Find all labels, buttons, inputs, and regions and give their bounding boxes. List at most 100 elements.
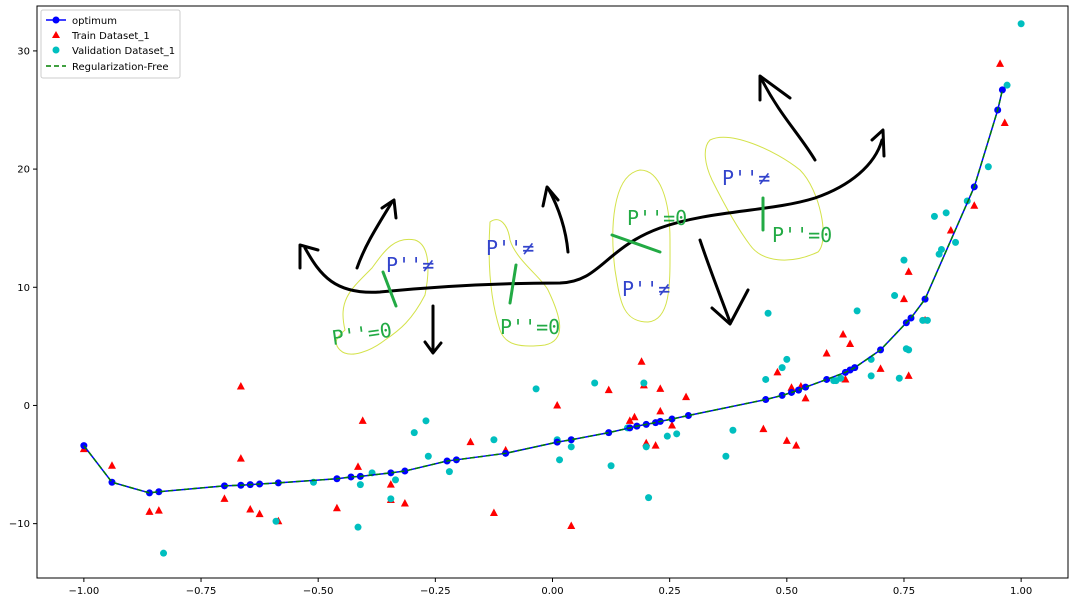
train-point (604, 385, 613, 394)
validation-point (778, 364, 786, 372)
x-tick-label: 0.00 (541, 586, 563, 597)
annotation-arrowhead-up-1 (380, 198, 398, 220)
annotation-arrowhead-down-1 (423, 340, 443, 355)
train-point (996, 59, 1005, 67)
annotation-green-stroke-3 (610, 233, 662, 254)
validation-point (532, 385, 540, 393)
train-point (220, 494, 229, 502)
train-point (787, 383, 796, 391)
train-point (656, 406, 665, 415)
train-point (822, 348, 831, 357)
validation-point (272, 517, 280, 525)
optimum-point (762, 396, 770, 404)
annotation-outline-3 (612, 169, 671, 323)
annotation-text-p-neq-1: P''≠ (386, 253, 434, 277)
legend-swatch-optimum-marker (52, 16, 60, 24)
train-point (354, 462, 363, 470)
train-point (466, 437, 475, 446)
validation-point (891, 292, 899, 300)
validation-point (645, 494, 653, 502)
annotation-outline-2 (488, 219, 561, 347)
validation-point (930, 212, 938, 220)
train-point (668, 421, 677, 429)
annotation-text-p-neq-3: P''≠ (622, 277, 670, 301)
annotation-green-stroke-2 (508, 263, 518, 305)
annotation-arrow-left (298, 243, 320, 270)
train-point (567, 521, 576, 529)
train-point (801, 393, 810, 402)
y-tick-label: −10 (9, 519, 30, 530)
annotation-green-stroke-1 (381, 270, 398, 308)
x-tick-label: −0.50 (303, 586, 334, 597)
optimum-point (387, 469, 395, 477)
legend-label-optimum: optimum (72, 16, 117, 27)
annotation-text-p-zero-2: P''=0 (500, 315, 560, 339)
validation-point (356, 481, 364, 489)
annotation-arrowhead-up-2 (541, 185, 560, 208)
validation-point (410, 429, 418, 437)
optimum-point (401, 467, 409, 475)
legend-label-train: Train Dataset_1 (71, 31, 150, 42)
validation-point (722, 452, 730, 460)
validation-point (764, 309, 772, 317)
validation-point (729, 426, 737, 434)
regularization-free-line (83, 89, 1004, 494)
train-point (792, 441, 801, 449)
y-tick-label: 30 (17, 46, 30, 57)
train-point (255, 509, 264, 518)
train-point (386, 480, 395, 488)
legend-swatch-validation (52, 46, 60, 54)
legend-label-regularization-free: Regularization-Free (72, 62, 169, 73)
x-tick-label: −0.25 (420, 586, 451, 597)
train-point (970, 201, 979, 209)
validation-point (1017, 20, 1025, 28)
train-point (904, 267, 913, 275)
validation-point (905, 346, 913, 354)
train-point (841, 374, 850, 383)
legend: optimum Train Dataset_1 Validation Datas… (40, 9, 181, 79)
optimum-point (802, 383, 810, 391)
x-axis: −1.00 −0.75 −0.50 −0.25 0.00 0.25 0.50 0.75 1.00 (69, 578, 1032, 597)
validation-point (642, 443, 650, 451)
legend-swatch-train (52, 31, 60, 38)
optimum-point (668, 415, 676, 423)
validation-point (490, 436, 498, 444)
validation-point (673, 430, 681, 438)
x-tick-label: 0.25 (659, 586, 681, 597)
optimum-point (778, 391, 786, 399)
train-point (904, 371, 913, 379)
validation-point (853, 307, 861, 315)
train-point (651, 441, 660, 449)
validation-point (422, 417, 430, 425)
train-point (876, 364, 885, 372)
train-point (946, 226, 955, 234)
annotation-text-p-neq-4: P''≠ (722, 166, 770, 190)
validation-point (556, 456, 564, 464)
train-point (145, 507, 154, 515)
optimum-point (567, 436, 575, 444)
plot-area (36, 5, 1069, 579)
legend-box (40, 9, 181, 79)
validation-point (354, 523, 362, 531)
optimum-point (347, 473, 355, 481)
train-point (773, 367, 782, 376)
validation-point (900, 256, 908, 264)
y-tick-label: 10 (17, 283, 30, 294)
train-point (358, 416, 367, 424)
annotation-outline-4 (704, 136, 824, 261)
annotation-text-p-zero-4: P''=0 (772, 223, 832, 247)
annotation-arrow-right (870, 128, 886, 158)
train-point (839, 330, 848, 338)
train-point (637, 357, 646, 365)
legend-label-validation: Validation Dataset_1 (72, 46, 175, 57)
validation-point (392, 476, 400, 484)
train-point (332, 503, 341, 512)
train-point (630, 412, 639, 421)
train-point (246, 504, 255, 513)
validation-point (1003, 81, 1011, 89)
validation-point (445, 468, 453, 476)
x-tick-label: 1.00 (1010, 586, 1032, 597)
train-point (782, 436, 791, 444)
train-point (236, 454, 245, 462)
optimum-point (605, 429, 613, 437)
